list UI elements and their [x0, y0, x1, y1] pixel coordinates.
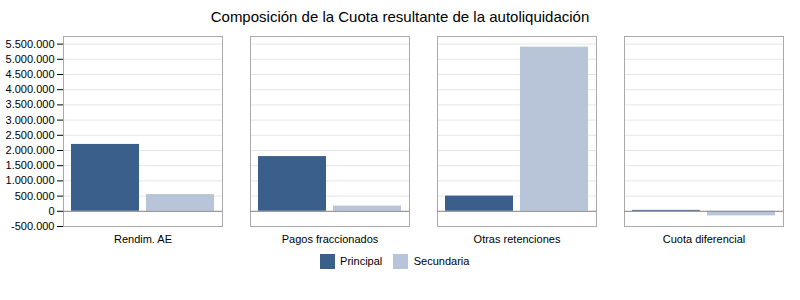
- svg-text:Rendim. AE: Rendim. AE: [114, 233, 172, 245]
- svg-text:1.000.000: 1.000.000: [6, 174, 55, 186]
- svg-text:4.500.000: 4.500.000: [6, 68, 55, 80]
- html-text:Principal: Principal: [340, 255, 383, 268]
- svg-text:2.000.000: 2.000.000: [6, 144, 55, 156]
- svg-text:Pagos fraccionados: Pagos fraccionados: [282, 233, 379, 245]
- svg-text:3.500.000: 3.500.000: [6, 98, 55, 110]
- svg-text:5.000.000: 5.000.000: [6, 53, 55, 65]
- html-text:Composición de la Cuota result: Composición de la Cuota resultante de la…: [210, 8, 590, 25]
- svg-text:Cuota diferencial: Cuota diferencial: [663, 233, 746, 245]
- svg-text:1.500.000: 1.500.000: [6, 159, 55, 171]
- svg-text:-500.000: -500.000: [11, 220, 54, 232]
- svg-text:500.000: 500.000: [15, 190, 55, 202]
- svg-text:2.500.000: 2.500.000: [6, 129, 55, 141]
- svg-text:5.500.000: 5.500.000: [6, 38, 55, 50]
- svg-text:4.000.000: 4.000.000: [6, 83, 55, 95]
- svg-text:Otras retenciones: Otras retenciones: [474, 233, 561, 245]
- svg-text:0: 0: [48, 205, 54, 217]
- html-text:Secundaria: Secundaria: [413, 255, 470, 268]
- svg-text:3.000.000: 3.000.000: [6, 114, 55, 126]
